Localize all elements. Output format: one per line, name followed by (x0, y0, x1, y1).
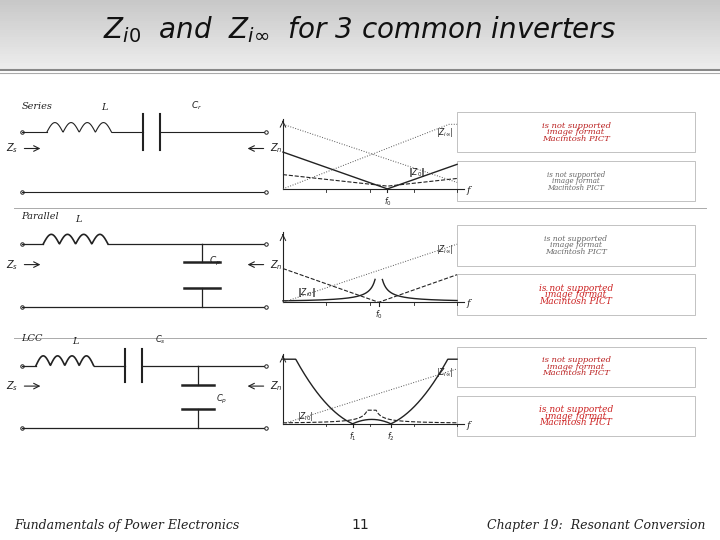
Text: $|Z_{i\infty}|$: $|Z_{i\infty}|$ (436, 243, 454, 256)
Bar (0, 47, 720, 49)
Text: image format: image format (547, 128, 605, 136)
Text: $f_2$: $f_2$ (387, 430, 395, 443)
Text: $Z_s$: $Z_s$ (6, 141, 18, 156)
Bar (0, 14, 720, 16)
Bar (0, 37, 720, 40)
Bar (0, 19, 720, 21)
Text: L: L (76, 215, 82, 224)
Text: $Z_n$: $Z_n$ (270, 141, 283, 156)
Bar (457, 274, 695, 315)
Text: image format: image format (545, 411, 607, 421)
Text: f: f (467, 299, 470, 308)
Bar (0, 61, 720, 63)
Text: $Z_n$: $Z_n$ (270, 379, 283, 393)
Bar (0, 7, 720, 9)
Text: LCC: LCC (22, 334, 43, 343)
Text: Series: Series (22, 102, 53, 111)
Bar (0, 0, 720, 2)
Bar (0, 30, 720, 33)
Bar (0, 2, 720, 5)
Text: L: L (72, 336, 78, 346)
Text: $Z_s$: $Z_s$ (6, 379, 18, 393)
Bar (0, 58, 720, 61)
Bar (0, 54, 720, 56)
Bar (0, 12, 720, 14)
Text: image format: image format (550, 241, 602, 249)
Text: is not supported: is not supported (539, 284, 613, 293)
Text: $f_0$: $f_0$ (375, 309, 382, 321)
Text: $C_p$: $C_p$ (216, 393, 228, 406)
Bar (0, 44, 720, 47)
Bar (0, 35, 720, 37)
Bar (0, 21, 720, 23)
Bar (457, 112, 695, 152)
Bar (0, 65, 720, 68)
Bar (457, 225, 695, 266)
Text: $\|Z_{i0}\|$: $\|Z_{i0}\|$ (297, 286, 316, 299)
Text: $f_0$: $f_0$ (384, 195, 392, 208)
Text: $C_r$: $C_r$ (191, 100, 202, 112)
Text: $\|Z_0\|$: $\|Z_0\|$ (408, 166, 426, 179)
Bar (0, 26, 720, 28)
Text: Macintosh PICT: Macintosh PICT (539, 418, 613, 427)
Text: is not supported: is not supported (539, 405, 613, 414)
Text: Macintosh PICT: Macintosh PICT (542, 369, 610, 377)
Bar (0, 42, 720, 44)
Bar (0, 51, 720, 54)
Text: $f_1$: $f_1$ (348, 430, 356, 443)
Text: $Z_{i0}$  and  $Z_{i\infty}$  for 3 common inverters: $Z_{i0}$ and $Z_{i\infty}$ for 3 common … (104, 14, 616, 45)
Text: Macintosh PICT: Macintosh PICT (548, 184, 604, 192)
Text: L: L (101, 103, 107, 112)
Bar (0, 33, 720, 35)
Text: 11: 11 (351, 518, 369, 532)
Bar (457, 161, 695, 201)
Text: f: f (467, 421, 470, 430)
Text: Chapter 19:  Resonant Conversion: Chapter 19: Resonant Conversion (487, 519, 706, 532)
Text: $C_s$: $C_s$ (155, 333, 166, 346)
Text: Macintosh PICT: Macintosh PICT (542, 134, 610, 143)
Bar (0, 68, 720, 70)
Bar (0, 16, 720, 19)
Bar (0, 56, 720, 58)
Bar (0, 9, 720, 12)
Bar (0, 63, 720, 65)
Text: is not supported: is not supported (541, 356, 611, 365)
Text: $Z_n$: $Z_n$ (270, 258, 283, 272)
Text: image format: image format (547, 363, 605, 371)
Text: Fundamentals of Power Electronics: Fundamentals of Power Electronics (14, 519, 240, 532)
Text: is not supported: is not supported (541, 122, 611, 130)
Text: Macintosh PICT: Macintosh PICT (539, 296, 613, 306)
Text: Macintosh PICT: Macintosh PICT (545, 248, 607, 256)
Bar (0, 49, 720, 51)
Text: $|Z_{i\infty}|$: $|Z_{i\infty}|$ (436, 126, 454, 139)
Bar (0, 23, 720, 26)
Text: $Z_s$: $Z_s$ (6, 258, 18, 272)
Bar (0, 5, 720, 7)
Text: is not supported: is not supported (547, 171, 605, 179)
Text: is not supported: is not supported (544, 235, 608, 243)
Text: $C_p$: $C_p$ (209, 255, 221, 268)
Bar (0, 28, 720, 30)
Bar (0, 40, 720, 42)
Text: image format: image format (545, 290, 607, 299)
Text: $|Z_{i0}|$: $|Z_{i0}|$ (297, 409, 313, 422)
Text: Parallel: Parallel (22, 212, 59, 221)
Text: f: f (467, 186, 470, 195)
Text: image format: image format (552, 177, 600, 185)
Text: $|Z_{i\infty}|$: $|Z_{i\infty}|$ (436, 366, 454, 379)
Bar (457, 347, 695, 387)
Bar (457, 396, 695, 436)
